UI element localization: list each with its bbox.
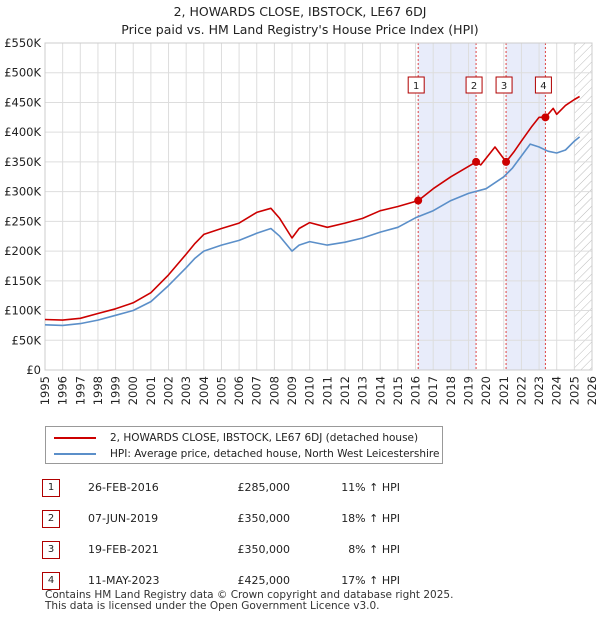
x-tick-label: 2003 [179,376,193,405]
transaction-price: £350,000 [237,543,291,556]
x-tick-label: 1998 [91,376,105,405]
sale-label-box [465,76,483,94]
legend-label-hpi: HPI: Average price, detached house, Nort… [110,448,440,460]
shaded-range [418,43,477,370]
transaction-hpi: 8% ↑ HPI [348,543,400,556]
y-tick-label: £400K [4,125,41,139]
y-tick-label: £0 [26,363,41,377]
x-tick-label: 2025 [567,376,581,405]
legend-swatch-hpi [54,453,96,455]
sale-label: 4 [540,81,546,92]
x-tick-label: 2001 [144,376,158,405]
x-tick-label: 2021 [497,376,511,405]
sale-point [502,157,511,166]
y-tick-label: £150K [4,274,41,288]
transaction-badge: 3 [42,540,60,559]
future-hatch [574,43,592,370]
x-tick-label: 1995 [38,376,52,405]
x-tick-label: 2013 [356,376,370,405]
chart-title: 2, HOWARDS CLOSE, IBSTOCK, LE67 6DJ [173,4,427,19]
legend: 2, HOWARDS CLOSE, IBSTOCK, LE67 6DJ (det… [45,426,443,464]
x-tick-label: 2015 [391,376,405,405]
y-tick-label: £50K [12,333,42,347]
transaction-badge: 1 [42,478,60,497]
x-tick-label: 2018 [444,376,458,405]
transaction-hpi: 18% ↑ HPI [341,512,400,525]
sale-point [541,113,550,122]
y-tick-label: £550K [4,36,41,50]
sale-point [472,157,481,166]
x-tick-label: 2023 [532,376,546,405]
sale-point [414,196,423,205]
y-tick-label: £300K [4,185,41,199]
x-tick-label: 2012 [338,376,352,405]
x-tick-label: 2011 [320,376,334,405]
y-tick-label: £500K [4,66,41,80]
transaction-badge: 4 [42,571,60,590]
legend-label-property: 2, HOWARDS CLOSE, IBSTOCK, LE67 6DJ (det… [110,432,419,444]
table-row: 1 26-FEB-2016 £285,000 11% ↑ HPI [42,472,400,503]
x-tick-label: 2005 [214,376,228,405]
table-row: 2 07-JUN-2019 £350,000 18% ↑ HPI [42,503,400,534]
transactions-table: 1 26-FEB-2016 £285,000 11% ↑ HPI 2 07-JU… [42,472,400,596]
transaction-date: 07-JUN-2019 [88,512,159,525]
sale-label: 3 [501,81,507,92]
x-tick-label: 2026 [585,376,599,405]
x-tick-label: 2009 [285,376,299,405]
series-line-hpi [44,136,581,327]
table-row: 3 19-FEB-2021 £350,000 8% ↑ HPI [42,534,400,565]
transaction-price: £285,000 [237,481,291,494]
y-tick-label: £200K [4,244,41,258]
footer-copyright: Contains HM Land Registry data © Crown c… [45,589,454,601]
chart-subtitle: Price paid vs. HM Land Registry's House … [121,22,479,37]
sale-label: 1 [413,81,419,92]
x-tick-label: 2008 [267,376,281,405]
x-tick-label: 2020 [479,376,493,405]
transaction-date: 19-FEB-2021 [88,543,159,556]
x-tick-label: 1996 [56,376,70,405]
y-tick-label: £350K [4,155,41,169]
transaction-hpi: 17% ↑ HPI [341,574,400,587]
x-tick-label: 2006 [232,376,246,405]
x-tick-label: 2019 [461,376,475,405]
legend-item-hpi: HPI: Average price, detached house, Nort… [54,447,439,461]
transaction-hpi: 11% ↑ HPI [341,481,400,494]
table-row: 4 11-MAY-2023 £425,000 17% ↑ HPI [42,565,400,596]
x-tick-label: 2000 [126,376,140,405]
plot-frame [44,42,593,371]
x-tick-label: 2022 [514,376,528,405]
x-tick-label: 2007 [250,376,264,405]
x-tick-label: 2014 [373,376,387,405]
legend-item-property: 2, HOWARDS CLOSE, IBSTOCK, LE67 6DJ (det… [54,431,418,445]
transaction-price: £350,000 [237,512,291,525]
plot-area [45,43,592,370]
x-tick-label: 2004 [197,376,211,405]
sale-label: 2 [471,81,477,92]
footer: Contains HM Land Registry data © Crown c… [45,590,453,612]
sale-label-box [495,76,513,94]
footer-license: This data is licensed under the Open Gov… [45,600,380,612]
x-tick-label: 1997 [73,376,87,405]
price-chart: 1 2 3 4 £0 £50K £100K £150K £200K £250K £300K £350K… [4,36,599,405]
transaction-date: 11-MAY-2023 [88,574,160,587]
x-tick-label: 1999 [109,376,123,405]
transaction-price: £425,000 [237,574,291,587]
y-tick-label: £100K [4,304,41,318]
x-tick-label: 2010 [303,376,317,405]
sale-label-box [534,76,552,94]
y-tick-label: £250K [4,214,41,228]
x-tick-label: 2024 [550,376,564,405]
x-tick-label: 2016 [409,376,423,405]
sale-label-box [407,76,425,94]
x-tick-label: 2002 [162,376,176,405]
y-tick-label: £450K [4,95,41,109]
series-line-property [44,95,580,321]
transaction-badge: 2 [42,509,60,528]
legend-swatch-property [54,437,96,439]
transaction-date: 26-FEB-2016 [88,481,159,494]
x-tick-label: 2017 [426,376,440,405]
